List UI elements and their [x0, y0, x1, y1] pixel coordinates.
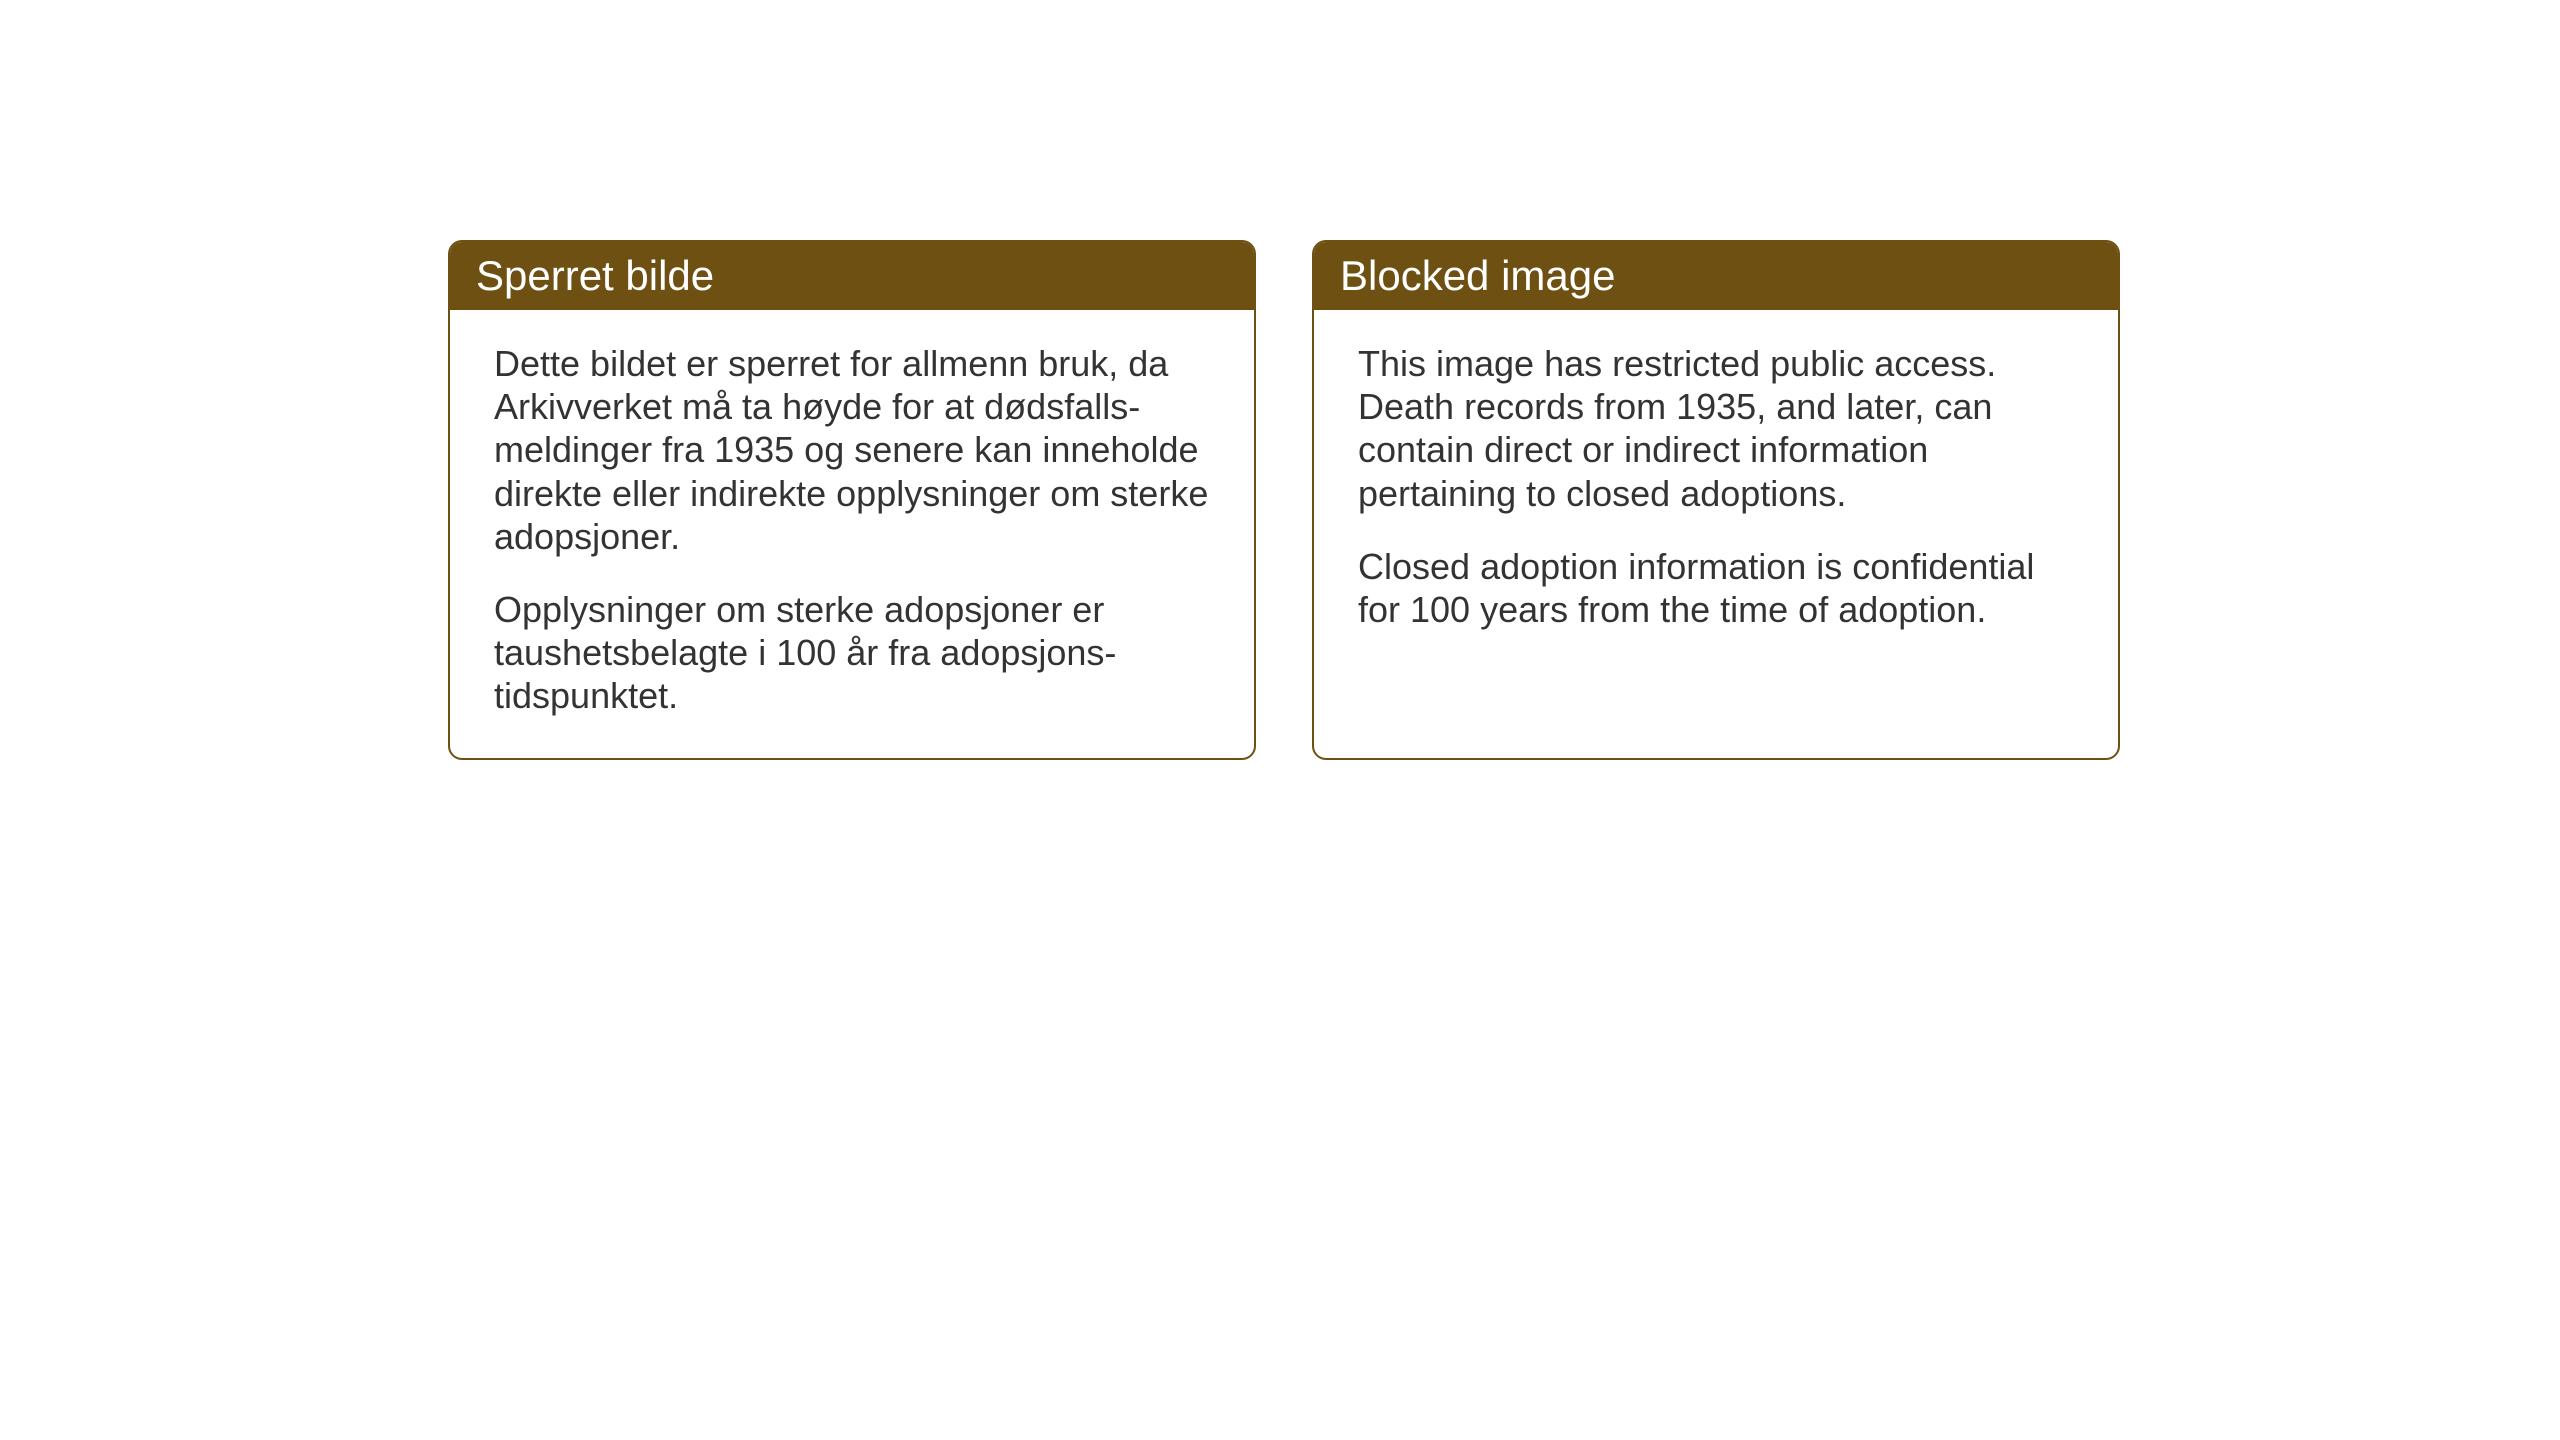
card-title-english: Blocked image [1340, 252, 1615, 299]
card-paragraph-1-english: This image has restricted public access.… [1358, 342, 2074, 515]
notice-card-english: Blocked image This image has restricted … [1312, 240, 2120, 760]
card-header-norwegian: Sperret bilde [450, 242, 1254, 310]
card-body-english: This image has restricted public access.… [1314, 310, 2118, 671]
notice-container: Sperret bilde Dette bildet er sperret fo… [448, 240, 2120, 760]
card-header-english: Blocked image [1314, 242, 2118, 310]
card-title-norwegian: Sperret bilde [476, 252, 714, 299]
card-body-norwegian: Dette bildet er sperret for allmenn bruk… [450, 310, 1254, 758]
card-paragraph-1-norwegian: Dette bildet er sperret for allmenn bruk… [494, 342, 1210, 558]
card-paragraph-2-english: Closed adoption information is confident… [1358, 545, 2074, 631]
notice-card-norwegian: Sperret bilde Dette bildet er sperret fo… [448, 240, 1256, 760]
card-paragraph-2-norwegian: Opplysninger om sterke adopsjoner er tau… [494, 588, 1210, 718]
